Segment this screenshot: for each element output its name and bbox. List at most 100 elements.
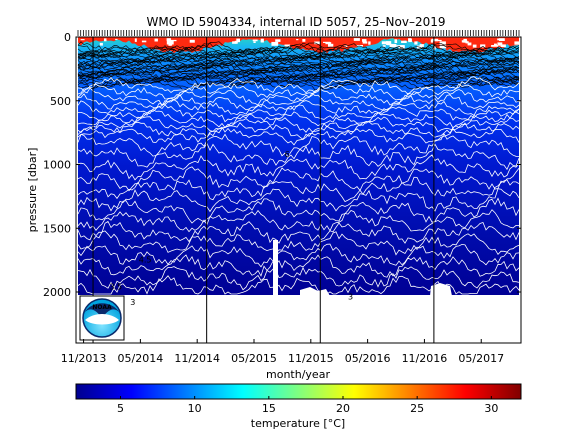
isotherm-line bbox=[77, 45, 520, 59]
surface-speckle bbox=[296, 39, 299, 41]
colorbar-tick-label: 10 bbox=[188, 402, 202, 415]
contour-labels: 6 4.5 3.5 3 3 bbox=[109, 150, 353, 307]
surface-speckle bbox=[368, 41, 371, 45]
missing-deep-data bbox=[430, 283, 452, 296]
isotherm-line bbox=[77, 142, 520, 171]
noaa-logo: NOAA bbox=[79, 295, 125, 341]
surface-speckle bbox=[431, 38, 439, 42]
isotherm-line bbox=[77, 209, 520, 233]
chart-title: WMO ID 5904334, internal ID 5057, 25–Nov… bbox=[147, 15, 446, 29]
surface-speckle bbox=[328, 43, 334, 47]
contour-label: 4.5 bbox=[139, 256, 152, 265]
x-axis-label: month/year bbox=[266, 368, 330, 381]
isotherm-line bbox=[77, 64, 520, 77]
surface-speckle bbox=[382, 45, 386, 47]
surface-speckle bbox=[497, 38, 500, 41]
surface-speckle bbox=[115, 38, 118, 40]
isotherm-line bbox=[77, 243, 520, 268]
isotherm-line bbox=[77, 83, 520, 101]
noaa-logo-text: NOAA bbox=[92, 304, 112, 311]
surface-speckle bbox=[253, 41, 256, 43]
temperature-field bbox=[78, 37, 519, 295]
isotherm-line bbox=[77, 197, 520, 224]
isotherm-line bbox=[77, 75, 520, 89]
y-tick-label: 0 bbox=[64, 31, 71, 44]
x-axis: 11/2013 05/2014 11/2014 05/2015 11/2015 05/20… bbox=[61, 339, 504, 365]
isotherm-line bbox=[77, 53, 520, 67]
isotherm-line bbox=[77, 42, 520, 55]
surface-speckle bbox=[439, 45, 447, 49]
isotherm-line bbox=[77, 65, 520, 79]
x-tick-label: 05/2017 bbox=[458, 352, 504, 365]
surface-speckle bbox=[491, 45, 498, 47]
surface-speckle bbox=[497, 42, 503, 46]
x-tick-label: 11/2014 bbox=[174, 352, 220, 365]
surface-speckle bbox=[166, 38, 171, 41]
surface-speckle bbox=[104, 38, 107, 42]
surface-speckle bbox=[80, 39, 85, 41]
y-axis-label: pressure [dbar] bbox=[26, 148, 39, 233]
y-axis: 0 500 1000 1500 2000 bbox=[43, 31, 521, 299]
colorbar-ticks: 5 10 15 20 25 30 bbox=[117, 396, 498, 415]
surface-speckle bbox=[166, 40, 174, 45]
surface-speckle bbox=[389, 43, 397, 48]
surface-speckle bbox=[362, 39, 367, 42]
colorbar-tick-label: 20 bbox=[336, 402, 350, 415]
surface-speckle bbox=[141, 40, 147, 43]
x-tick-label: 11/2015 bbox=[288, 352, 334, 365]
surface-speckle bbox=[435, 39, 442, 42]
surface-speckle bbox=[232, 41, 237, 44]
missing-deep-data bbox=[300, 287, 330, 296]
isotherm-line bbox=[77, 60, 520, 75]
isotherm-line bbox=[77, 230, 520, 256]
surface-speckle bbox=[99, 42, 103, 46]
isotherm-line bbox=[77, 51, 520, 65]
isotherm-line bbox=[77, 154, 520, 181]
surface-speckle bbox=[134, 38, 137, 42]
surface-speckle bbox=[260, 38, 264, 43]
surface-speckle bbox=[344, 45, 348, 47]
surface-speckle bbox=[414, 41, 418, 45]
surface-speckle bbox=[189, 39, 195, 43]
isotherm-line bbox=[77, 59, 520, 72]
surface-speckle bbox=[398, 45, 405, 50]
year-dividers bbox=[92, 37, 435, 343]
surface-speckle bbox=[472, 44, 477, 48]
y-tick-label: 1000 bbox=[43, 159, 71, 172]
surface-speckle bbox=[168, 43, 172, 46]
surface-speckle bbox=[154, 38, 158, 42]
y-tick-label: 500 bbox=[50, 95, 71, 108]
isotherm-line bbox=[77, 254, 520, 278]
data-gap bbox=[273, 240, 278, 296]
isotherm-line bbox=[77, 77, 520, 91]
x-tick-label: 11/2013 bbox=[61, 352, 107, 365]
surface-speckle bbox=[381, 41, 388, 45]
profile-tick-marks bbox=[77, 30, 520, 36]
surface-speckle bbox=[275, 39, 281, 42]
surface-speckle bbox=[252, 39, 258, 42]
surface-speckle bbox=[514, 41, 520, 45]
surface-speckle bbox=[314, 41, 321, 45]
surface-speckle bbox=[353, 38, 360, 41]
isotherm-line bbox=[77, 176, 520, 203]
surface-speckle bbox=[480, 44, 486, 48]
colorbar bbox=[75, 383, 522, 400]
surface-speckle bbox=[408, 39, 412, 43]
colorbar-label: temperature [°C] bbox=[251, 417, 345, 430]
isotherm-line bbox=[77, 132, 520, 158]
isotherm-line bbox=[77, 116, 520, 134]
surface-speckle bbox=[401, 40, 407, 43]
colorbar-tick-label: 15 bbox=[262, 402, 276, 415]
surface-speckle bbox=[234, 40, 238, 44]
isotherm-line bbox=[77, 166, 520, 192]
surface-speckle bbox=[302, 39, 306, 42]
isotherm-line bbox=[77, 74, 520, 86]
plot-area: 6 4.5 3.5 3 3 bbox=[76, 37, 521, 343]
surface-speckle bbox=[394, 39, 398, 43]
isotherm-line bbox=[77, 220, 520, 244]
surface-speckle bbox=[271, 41, 279, 46]
x-tick-label: 05/2014 bbox=[118, 352, 164, 365]
surface-speckle bbox=[170, 39, 177, 42]
surface-speckle bbox=[396, 45, 399, 47]
